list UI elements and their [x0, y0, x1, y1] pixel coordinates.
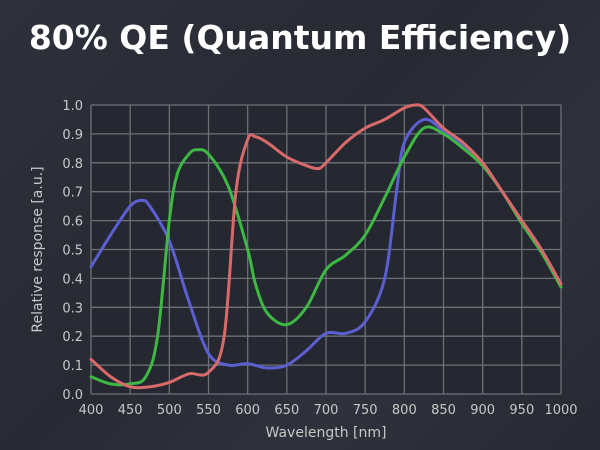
x-tick-label: 950	[509, 403, 534, 418]
y-tick-label: 0.4	[62, 272, 83, 287]
y-tick-label: 0.5	[62, 244, 83, 259]
x-tick-label: 650	[274, 403, 299, 418]
y-tick-label: 0.6	[62, 215, 83, 230]
x-tick-label: 400	[79, 403, 104, 418]
x-axis-label: Wavelength [nm]	[266, 425, 387, 441]
y-tick-label: 0.9	[62, 128, 83, 143]
chart-title: 80% QE (Quantum Efficiency)	[28, 18, 572, 57]
y-tick-label: 0.3	[62, 301, 83, 316]
x-tick-label: 800	[392, 403, 417, 418]
y-tick-label: 0.1	[62, 359, 83, 374]
series-line-green	[89, 125, 563, 387]
y-tick-label: 1.0	[62, 99, 83, 114]
y-tick-label: 0.0	[62, 388, 83, 403]
x-tick-label: 900	[470, 403, 495, 418]
x-tick-label: 600	[235, 403, 260, 418]
x-tick-label: 550	[196, 403, 221, 418]
x-tick-label: 750	[353, 403, 378, 418]
x-tick-label: 450	[118, 403, 143, 418]
x-tick-label: 1000	[544, 403, 577, 418]
x-tick-label: 850	[431, 403, 456, 418]
y-axis-label: Relative response [a.u.]	[30, 166, 46, 332]
x-tick-label: 700	[314, 403, 339, 418]
y-tick-label: 0.8	[62, 157, 83, 172]
y-tick-label: 0.2	[62, 330, 83, 345]
y-tick-label: 0.7	[62, 186, 83, 201]
series-line-red	[89, 103, 563, 390]
x-tick-label: 500	[157, 403, 182, 418]
